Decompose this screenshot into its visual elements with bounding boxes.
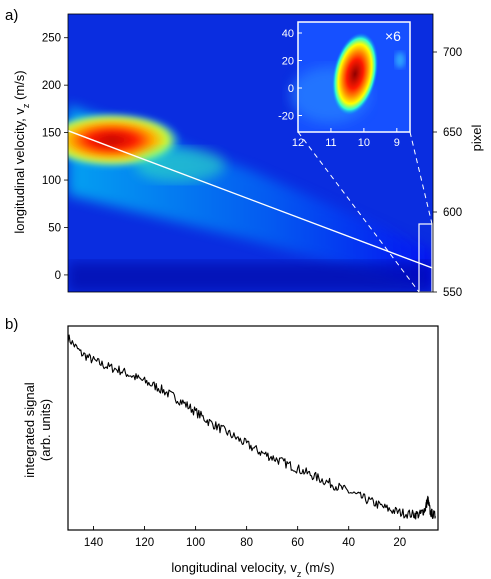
low-region: [68, 262, 433, 292]
line-plot: 140 120 100 80 60 40 20: [67, 325, 439, 549]
series-line: [67, 334, 436, 520]
inset: ×6 -20 0 20 40 12 11 10 9: [278, 21, 411, 149]
panel-a-y-ticks: 0 50 100 150 200 250: [42, 33, 68, 282]
inset-y-tick-label: 40: [282, 28, 294, 40]
panel-b-y-label-line2: (arb. units): [38, 399, 53, 461]
selected-slice-box: [418, 223, 433, 292]
inset-x-tick-label: 11: [325, 137, 336, 149]
fit-line: [68, 130, 433, 269]
inset-y-tick-label: -20: [278, 111, 294, 123]
inset-x-tick-label: 12: [292, 137, 304, 149]
inset-spot: [331, 32, 379, 116]
panel-a-right-label: pixel: [469, 125, 484, 152]
inset-side-spot: [395, 52, 405, 68]
tail-glow: [135, 148, 225, 182]
panel-a-y-label: longitudinal velocity, vz (m/s): [12, 70, 31, 233]
inset-y-tick-label: 20: [282, 56, 294, 68]
x-tick-label: 100: [186, 537, 205, 549]
x-tick-label: 80: [240, 537, 253, 549]
right-tick-label: 550: [443, 287, 462, 299]
panel-a-right-ticks: 550 600 650 700: [433, 47, 462, 299]
right-tick-label: 650: [443, 127, 462, 139]
right-tick-label: 700: [443, 47, 462, 59]
inset-y-tick-label: 0: [288, 83, 294, 95]
y-tick-label: 50: [48, 222, 61, 234]
right-tick-label: 600: [443, 207, 462, 219]
zoom-line-left: [297, 131, 420, 293]
y-tick-label: 200: [42, 80, 61, 92]
panel-b-y-label-line1: integrated signal: [22, 382, 37, 478]
y-tick-label: 150: [42, 128, 61, 140]
y-tick-label: 100: [42, 175, 61, 187]
zoom-line-right: [409, 131, 433, 225]
inset-magnification: ×6: [385, 28, 401, 44]
panel-a-label: a): [5, 7, 18, 24]
line-plot-frame: [67, 325, 439, 531]
x-tick-label: 120: [135, 537, 154, 549]
x-tick-label: 60: [291, 537, 304, 549]
y-tick-label: 0: [55, 270, 61, 282]
x-tick-label: 40: [342, 537, 355, 549]
panel-b-x-label: longitudinal velocity, vz (m/s): [171, 560, 334, 579]
x-tick-label: 140: [84, 537, 103, 549]
panel-b-label: b): [5, 316, 18, 333]
y-tick-label: 250: [42, 33, 61, 45]
inset-x-ticks: 12 11 10 9: [292, 128, 400, 149]
inset-x-tick-label: 10: [358, 137, 370, 149]
inset-y-ticks: -20 0 20 40: [278, 28, 302, 123]
inset-frame: [297, 21, 411, 133]
x-tick-label: 20: [393, 537, 406, 549]
inset-x-tick-label: 9: [394, 137, 400, 149]
panel-b-x-ticks: 140 120 100 80 60 40 20: [84, 526, 406, 549]
heatmap-frame: [67, 13, 434, 293]
